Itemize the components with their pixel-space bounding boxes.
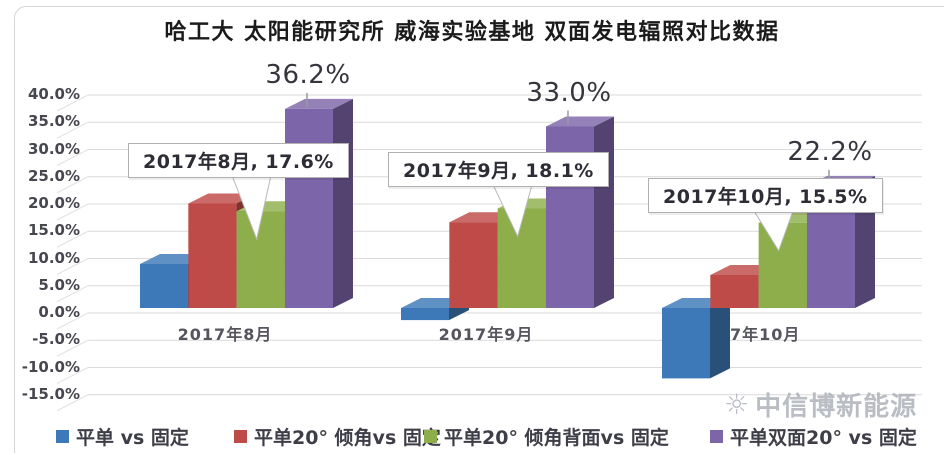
legend-marker-green [424,430,437,443]
callout-august: 2017年8月, 17.6% [128,143,349,178]
x-axis-label: 2017年8月 [177,325,273,344]
chart-title: 哈工大 太阳能研究所 威海实验基地 双面发电辐照对比数据 [164,20,780,45]
value-label-october: 22.2% [787,136,873,167]
callout-september: 2017年9月, 18.1% [388,152,609,187]
legend-label: 平单20° 倾角vs 固定 [254,427,441,449]
legend-label: 平单双面20° vs 固定 [730,427,917,449]
legend-item-tilt20-rear-vs-fixed: 平单20° 倾角背面vs 固定 [424,423,669,450]
watermark: ☼ 中信博新能源 [724,386,917,423]
legend-item-tilt20-vs-fixed: 平单20° 倾角vs 固定 [234,423,441,450]
legend-marker-blue [56,430,69,443]
legend-label: 平单 vs 固定 [76,427,189,449]
value-label-august: 36.2% [265,59,351,90]
x-axis-label: 2017年9月 [438,325,534,344]
legend-item-bifacial20-vs-fixed: 平单双面20° vs 固定 [710,423,917,450]
sun-logo-icon: ☼ [724,387,750,421]
legend-marker-purple [710,430,723,443]
x-axis-label: 2017年10月 [693,325,801,344]
callout-october: 2017年10月, 15.5% [648,178,883,213]
legend: 平单 vs 固定 平单20° 倾角vs 固定 平单20° 倾角背面vs 固定 平… [0,421,944,451]
legend-item-flat-vs-fixed: 平单 vs 固定 [56,423,189,450]
watermark-text: 中信博新能源 [755,392,918,422]
legend-marker-red [234,430,247,443]
legend-label: 平单20° 倾角背面vs 固定 [444,427,669,449]
value-label-september: 33.0% [526,77,612,108]
